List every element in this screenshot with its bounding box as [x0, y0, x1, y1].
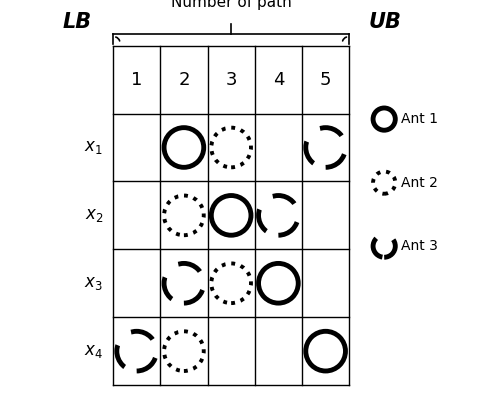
Text: $x_4$: $x_4$ — [84, 342, 103, 360]
Text: Ant 3: Ant 3 — [402, 239, 438, 253]
Text: UB: UB — [368, 12, 402, 32]
Text: Number of path: Number of path — [171, 0, 292, 10]
Text: 3: 3 — [226, 71, 237, 89]
Text: 4: 4 — [272, 71, 284, 89]
Text: $x_2$: $x_2$ — [84, 206, 103, 224]
Text: 5: 5 — [320, 71, 332, 89]
Text: 1: 1 — [131, 71, 142, 89]
Text: LB: LB — [62, 12, 92, 32]
Text: 2: 2 — [178, 71, 190, 89]
Text: $x_3$: $x_3$ — [84, 274, 103, 292]
Text: Ant 1: Ant 1 — [402, 112, 438, 126]
Text: $x_1$: $x_1$ — [84, 139, 103, 156]
Text: Ant 2: Ant 2 — [402, 175, 438, 190]
